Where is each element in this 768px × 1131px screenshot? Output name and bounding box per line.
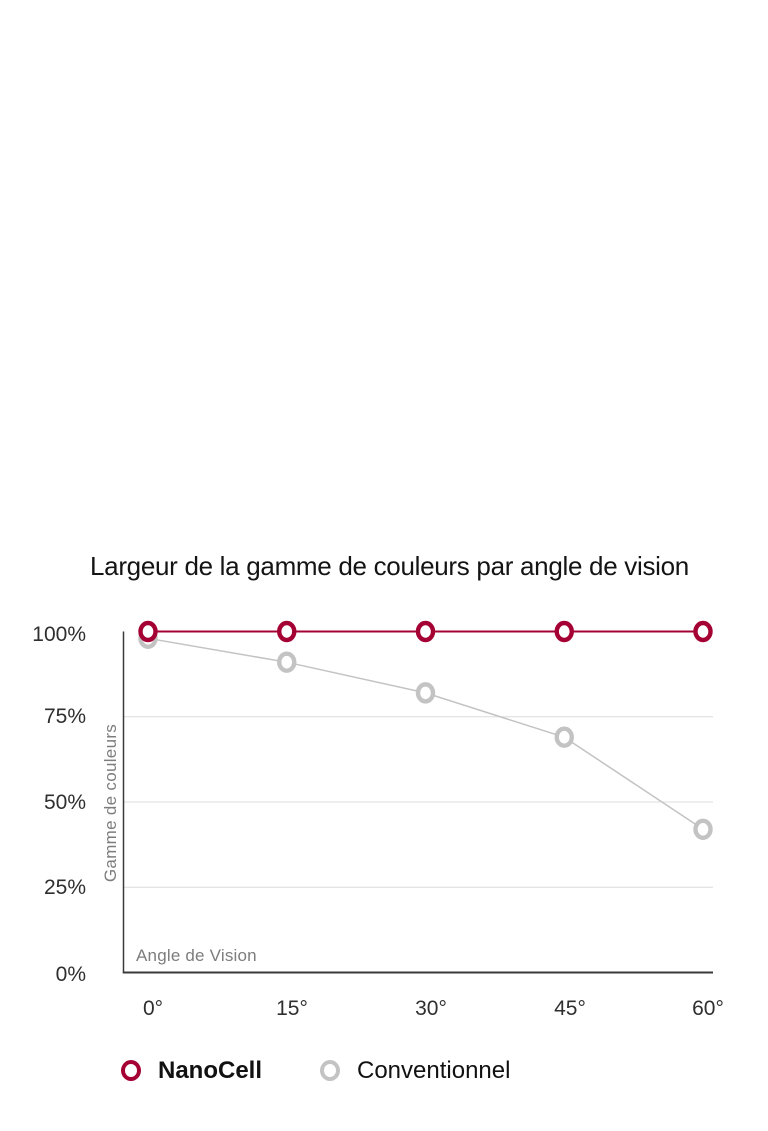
legend-label-nanocell: NanoCell <box>158 1056 263 1084</box>
conventionnel-marker-45° <box>554 726 574 748</box>
chart-title: Largeur de la gamme de couleurs par angl… <box>90 551 689 581</box>
conventionnel-ring-icon <box>320 1060 340 1081</box>
x-tick-45deg: 45° <box>554 997 586 1020</box>
legend-label-conventionnel: Conventionnel <box>357 1056 511 1084</box>
x-tick-0deg: 0° <box>142 997 164 1020</box>
y-tick-25: 25% <box>43 876 86 899</box>
nanocell-marker-15° <box>277 620 297 643</box>
y-tick-50: 50% <box>43 791 86 814</box>
legend-item-nanocell: NanoCell <box>121 1056 262 1085</box>
nanocell-marker-45° <box>554 620 574 643</box>
y-tick-100: 100% <box>32 623 86 646</box>
conventionnel-marker-60° <box>693 818 713 840</box>
nanocell-ring-icon <box>121 1060 141 1081</box>
nanocell-marker-30° <box>415 620 436 643</box>
nanocell-marker-0° <box>138 620 158 643</box>
conventionnel-marker-15° <box>277 651 297 673</box>
y-axis-label: Gamme de couleurs <box>101 723 120 883</box>
nanocell-marker-60° <box>693 620 713 643</box>
conventionnel-marker-30° <box>415 682 436 704</box>
x-tick-30deg: 30° <box>415 997 447 1020</box>
x-axis-label: Angle de Vision <box>136 946 257 965</box>
y-tick-0: 0% <box>55 963 86 986</box>
legend-item-conventionnel: Conventionnel <box>320 1056 510 1085</box>
x-tick-15deg: 15° <box>276 997 308 1020</box>
conventionnel-line <box>147 637 704 830</box>
y-tick-75: 75% <box>43 705 86 728</box>
x-tick-60deg: 60° <box>692 997 724 1020</box>
